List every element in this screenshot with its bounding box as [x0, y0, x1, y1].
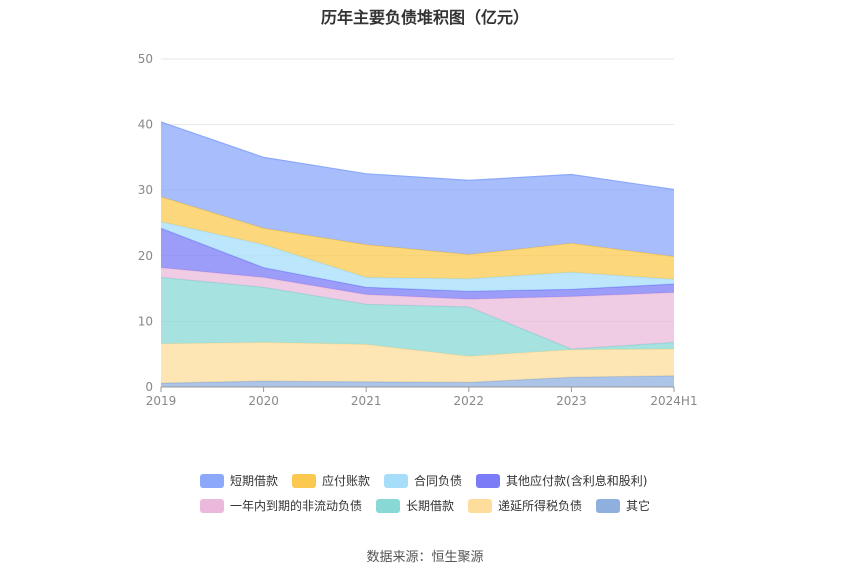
stacked-area-chart: 0 10 20 30 40 50 2019 2020 2021 2022 2023 2024H1 [138, 52, 698, 408]
data-source-note: 数据来源：恒生聚源 [366, 550, 484, 565]
area-series [161, 277, 674, 357]
x-tick-label: 2024H1 [650, 394, 697, 408]
area-series [161, 196, 674, 280]
legend: 短期借款 应付账款 合同负债 其他应付款(含利息和股利) 一年内到期的非流动负债 长期借… [200, 472, 660, 522]
legend-swatch [200, 498, 224, 513]
legend-swatch [468, 498, 493, 513]
legend-item[interactable]: 其它 [596, 497, 650, 514]
chart-title: 历年主要负债堆积图（亿元） [320, 8, 529, 27]
legend-item[interactable]: 递延所得税负债 [468, 497, 582, 514]
area-layer [160, 121, 675, 387]
legend-item[interactable]: 短期借款 [200, 472, 278, 489]
legend-swatch [376, 498, 401, 513]
legend-label: 其它 [626, 499, 651, 513]
legend-item[interactable]: 其他应付款(含利息和股利) [476, 472, 647, 489]
x-tick-label: 2023 [556, 394, 587, 408]
legend-swatch [292, 473, 317, 488]
y-tick-label: 20 [138, 249, 153, 263]
legend-label: 一年内到期的非流动负债 [230, 499, 363, 513]
axis-layer: 0 10 20 30 40 50 2019 2020 2021 2022 2023 2024H1 [138, 52, 698, 408]
area-series [161, 228, 674, 300]
legend-item[interactable]: 应付账款 [292, 472, 370, 489]
legend-label: 合同负债 [414, 474, 463, 488]
y-tick-label: 0 [145, 380, 153, 394]
x-tick-label: 2021 [351, 394, 382, 408]
area-series [161, 342, 674, 384]
legend-swatch [596, 498, 621, 513]
legend-label: 应付账款 [322, 474, 371, 488]
legend-swatch [476, 473, 501, 488]
y-tick-label: 50 [138, 52, 153, 66]
legend-label: 其他应付款(含利息和股利) [506, 474, 648, 488]
legend-label: 短期借款 [230, 474, 279, 488]
x-tick-label: 2019 [146, 394, 177, 408]
area-series [161, 122, 674, 257]
legend-label: 长期借款 [406, 499, 455, 513]
area-series [161, 221, 674, 292]
legend-row: 一年内到期的非流动负债 长期借款 递延所得税负债 其它 [200, 497, 660, 514]
legend-item[interactable]: 长期借款 [376, 497, 454, 514]
area-series [161, 267, 674, 349]
legend-item[interactable]: 合同负债 [384, 472, 462, 489]
x-tick-label: 2022 [454, 394, 485, 408]
legend-swatch [200, 473, 224, 488]
area-series-edge [160, 121, 675, 191]
legend-row: 短期借款 应付账款 合同负债 其他应付款(含利息和股利) [200, 472, 660, 489]
legend-swatch [384, 473, 409, 488]
legend-label: 递延所得税负债 [498, 499, 583, 513]
y-tick-label: 30 [138, 183, 153, 197]
legend-item[interactable]: 一年内到期的非流动负债 [200, 497, 362, 514]
y-tick-label: 40 [138, 118, 153, 132]
y-tick-label: 10 [138, 314, 153, 328]
x-tick-label: 2020 [248, 394, 279, 408]
